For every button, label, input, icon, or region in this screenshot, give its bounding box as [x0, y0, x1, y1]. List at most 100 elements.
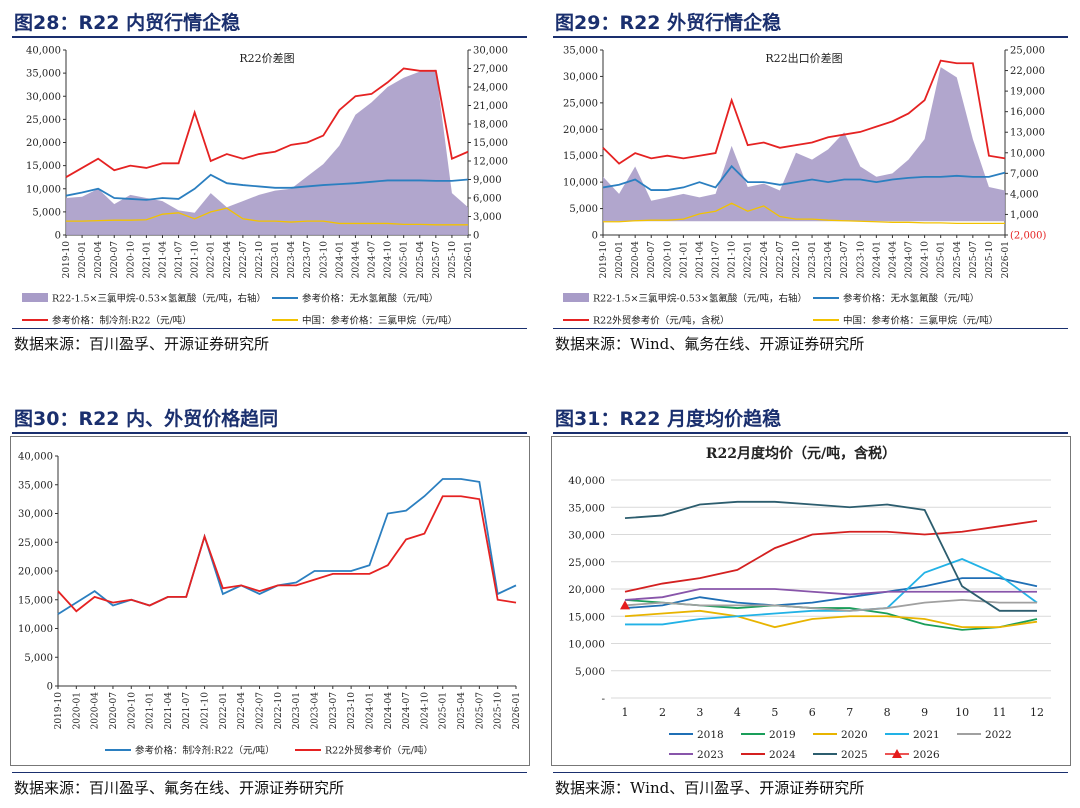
- fig30-xtick-label: 2024-10: [420, 692, 430, 730]
- fig29-xtick-label: 2022-01: [744, 241, 754, 278]
- fig28-ytick-right-label: 9,000: [473, 175, 502, 186]
- fig31-ytick-label: 35,000: [568, 502, 605, 514]
- fig28-legend-label: 参考价格：无水氢氟酸（元/吨）: [302, 293, 438, 305]
- fig28-title-rule: [12, 36, 527, 38]
- fig31-xtick-label: 5: [771, 706, 778, 719]
- fig28-xtick-label: 2020-01: [78, 241, 88, 278]
- fig30-xtick-label: 2022-10: [274, 692, 284, 730]
- fig30-xtick-label: 2022-01: [219, 692, 229, 729]
- fig30-ytick-left-label: 15,000: [18, 595, 53, 606]
- fig30-xtick-label: 2025-04: [457, 692, 467, 730]
- fig31-legend-label: 2022: [985, 729, 1012, 741]
- fig29-chart-title: R22出口价差图: [765, 51, 842, 65]
- fig31-xtick-label: 3: [696, 706, 703, 719]
- fig28-source-rule: [12, 328, 527, 329]
- fig29-legend-label: R22-1.5×三氯甲烷-0.53×氢氟酸（元/吨，右轴）: [593, 293, 807, 305]
- fig29-xtick-label: 2021-01: [679, 241, 689, 278]
- fig28-xtick-label: 2020-04: [94, 241, 104, 279]
- fig29-xtick-label: 2022-07: [776, 241, 786, 279]
- fig31-xtick-label: 2: [659, 706, 666, 719]
- fig31-legend-label: 2021: [913, 729, 940, 741]
- fig31-legend-label: 2019: [769, 729, 796, 741]
- fig28-chart: 40,000 35,000 30,000 25,000 20,000 15,000 10,0…: [22, 46, 508, 327]
- fig31-xtick-label: 4: [734, 706, 741, 719]
- fig30-chart: 40,000 35,000 30,000 25,000 20,000 15,000 10,0…: [10, 436, 530, 766]
- fig29-ytick-left-label: 30,000: [563, 72, 598, 83]
- fig28-ytick-right-label: 3,000: [473, 212, 502, 223]
- fig29-ytick-right-label: 10,000: [1010, 148, 1045, 159]
- fig29-xtick-label: 2025-10: [985, 241, 995, 279]
- fig31-xtick-label: 8: [884, 706, 891, 719]
- fig29-xtick-label: 2024-04: [888, 241, 898, 279]
- fig31-xtick-label: 10: [955, 706, 969, 719]
- fig29-xtick-label: 2019-10: [599, 241, 609, 279]
- fig29-xtick-label: 2024-07: [905, 241, 915, 279]
- fig28-xtick-label: 2019-10: [62, 241, 72, 279]
- fig28-xtick-label: 2023-10: [319, 241, 329, 279]
- fig29-legend-label: 参考价格：无水氢氟酸（元/吨）: [843, 293, 979, 305]
- fig28-xtick-label: 2021-10: [191, 241, 201, 279]
- fig31-ytick-label: 10,000: [568, 639, 605, 651]
- fig29-ytick-right-label: 13,000: [1010, 128, 1045, 139]
- fig29-source: 数据来源：Wind、氟务在线、开源证券研究所: [555, 335, 865, 353]
- fig30-xtick-label: 2020-01: [72, 692, 82, 729]
- fig31-xtick-label: 7: [846, 706, 853, 719]
- fig30-xtick-label: 2021-04: [164, 692, 174, 730]
- fig30-xtick-label: 2021-10: [201, 692, 211, 730]
- fig31-series-2025-line: [624, 500, 1037, 612]
- fig31-ytick-label: 30,000: [568, 530, 605, 542]
- fig29-ytick-right-label: 16,000: [1010, 107, 1045, 118]
- fig31-source-rule: [553, 772, 1068, 773]
- fig29-ytick-right-label: 22,000: [1010, 66, 1045, 77]
- fig29-ytick-left-label: 20,000: [563, 125, 598, 136]
- fig30-xtick-label: 2021-01: [146, 692, 156, 729]
- fig28-xtick-label: 2021-01: [142, 241, 152, 278]
- fig29-xtick-label: 2023-04: [824, 241, 834, 279]
- fig31-series-2026-marker: [620, 600, 630, 610]
- fig30-series-1-line: [57, 495, 517, 613]
- fig28-xtick-label: 2025-07: [432, 241, 442, 279]
- fig30-ytick-left-label: 40,000: [18, 452, 53, 463]
- fig28-xtick-label: 2024-01: [335, 241, 345, 278]
- fig28-xtick-label: 2020-10: [126, 241, 136, 279]
- fig30-ytick-left-label: 20,000: [18, 567, 53, 578]
- fig28-xtick-label: 2023-01: [271, 241, 281, 278]
- fig29-xtick-label: 2025-07: [969, 241, 979, 279]
- fig30-ytick-left-label: 10,000: [18, 624, 53, 635]
- fig28-xtick-label: 2025-04: [416, 241, 426, 279]
- fig28-ytick-right-label: 27,000: [473, 64, 508, 75]
- fig31-xtick-label: 1: [622, 706, 629, 719]
- fig28-legend-label: 中国：参考价格：三氯甲烷（元/吨）: [302, 315, 457, 327]
- fig31-legend-label: 2020: [841, 729, 868, 741]
- fig29-ytick-right-label: 4,000: [1010, 189, 1039, 200]
- fig28-ytick-left-label: 30,000: [26, 92, 61, 103]
- fig28-source: 数据来源：百川盈孚、开源证券研究所: [14, 335, 270, 353]
- fig28-xtick-label: 2021-04: [158, 241, 168, 279]
- fig30-legend-label: R22外贸参考价（元/吨）: [325, 745, 433, 757]
- fig29-ytick-left-label: 10,000: [563, 178, 598, 189]
- fig28-xtick-label: 2022-10: [255, 241, 265, 279]
- fig29-xtick-label: 2021-10: [728, 241, 738, 279]
- fig31-legend-label: 2024: [769, 749, 796, 761]
- fig30-xtick-label: 2026-01: [512, 692, 522, 729]
- fig28-xtick-label: 2022-07: [239, 241, 249, 279]
- fig28-xtick-label: 2025-10: [448, 241, 458, 279]
- fig29-ytick-left-label: 5,000: [569, 204, 598, 215]
- fig30-xtick-label: 2025-07: [475, 692, 485, 730]
- fig29-ytick-right-label: (2,000): [1010, 231, 1047, 242]
- fig28-ytick-left-label: 5,000: [32, 207, 61, 218]
- fig31-title: 图31：R22 月度均价趋稳: [555, 408, 782, 430]
- fig30-xtick-label: 2023-07: [329, 692, 339, 730]
- fig29-xtick-label: 2020-04: [631, 241, 641, 279]
- fig30-title: 图30：R22 内、外贸价格趋同: [14, 408, 279, 430]
- fig30-frame: [10, 436, 530, 766]
- fig28-xtick-label: 2021-07: [175, 241, 185, 279]
- fig31-legend-marker: [892, 749, 902, 758]
- fig31-legend-label: 2025: [841, 749, 868, 761]
- fig29-legend-label: 中国：参考价格：三氯甲烷（元/吨）: [843, 315, 998, 327]
- fig31-series-2022-line: [624, 598, 1037, 612]
- fig28-xtick-label: 2022-04: [223, 241, 233, 279]
- fig30-xtick-label: 2025-10: [494, 692, 504, 730]
- fig29-legend-swatch: [563, 293, 589, 302]
- fig31-chart: R22月度均价（元/吨，含税）40,00035,00030,00025,0002…: [551, 436, 1071, 766]
